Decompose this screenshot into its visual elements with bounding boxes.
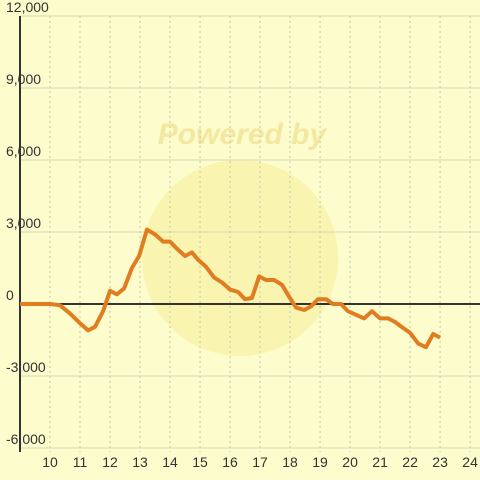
y-tick-label: 9,000 [6,71,41,87]
data-line [20,227,442,350]
x-tick-label: 11 [73,454,88,470]
x-tick-label: 17 [252,454,268,470]
x-tick-label: 15 [192,454,208,470]
x-tick-label: 21 [372,454,388,470]
watermark: Powered by [158,118,328,151]
y-tick-label: -3,000 [6,359,46,375]
x-tick-label: 19 [312,454,328,470]
x-tick-label: 20 [342,454,358,470]
x-tick-label: 16 [222,454,238,470]
y-tick-label: 6,000 [6,143,41,159]
x-tick-label: 13 [132,454,148,470]
x-tick-label: 24 [462,454,478,470]
x-tick-label: 12 [102,454,118,470]
x-tick-label: 18 [282,454,298,470]
y-tick-label: 0 [6,287,14,303]
watermark-logo [142,160,338,356]
x-tick-label: 10 [42,454,58,470]
y-tick-label: 12,000 [6,0,49,15]
x-tick-label: 22 [402,454,418,470]
y-tick-label: -6,000 [6,431,46,447]
y-tick-label: 3,000 [6,215,41,231]
x-tick-label: 23 [432,454,448,470]
x-tick-label: 14 [162,454,178,470]
